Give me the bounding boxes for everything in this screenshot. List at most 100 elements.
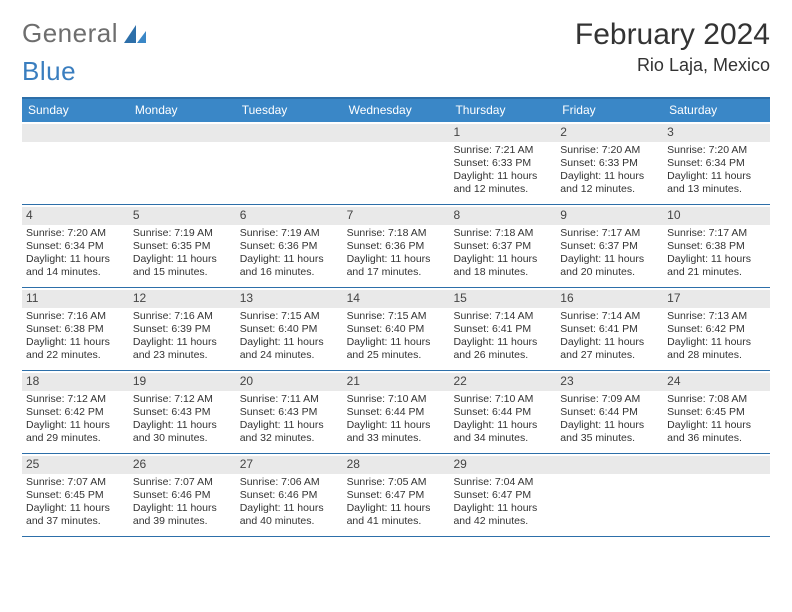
day-body: Sunrise: 7:08 AMSunset: 6:45 PMDaylight:… [667, 393, 766, 446]
day-number: 19 [129, 373, 236, 391]
daylight-text: Daylight: 11 hours and 28 minutes. [667, 336, 766, 362]
sunrise-text: Sunrise: 7:14 AM [560, 310, 659, 323]
day-number: 28 [343, 456, 450, 474]
day-cell: 5Sunrise: 7:19 AMSunset: 6:35 PMDaylight… [129, 205, 236, 287]
day-number [129, 124, 236, 142]
day-cell: 17Sunrise: 7:13 AMSunset: 6:42 PMDayligh… [663, 288, 770, 370]
daylight-text: Daylight: 11 hours and 40 minutes. [240, 502, 339, 528]
day-number: 11 [22, 290, 129, 308]
weeks-container: 1Sunrise: 7:21 AMSunset: 6:33 PMDaylight… [22, 122, 770, 537]
sunrise-text: Sunrise: 7:21 AM [453, 144, 552, 157]
sunset-text: Sunset: 6:34 PM [667, 157, 766, 170]
day-number: 10 [663, 207, 770, 225]
sunset-text: Sunset: 6:47 PM [453, 489, 552, 502]
sunset-text: Sunset: 6:44 PM [453, 406, 552, 419]
sunset-text: Sunset: 6:40 PM [347, 323, 446, 336]
day-cell [663, 454, 770, 536]
sunrise-text: Sunrise: 7:18 AM [347, 227, 446, 240]
sunrise-text: Sunrise: 7:14 AM [453, 310, 552, 323]
day-cell [129, 122, 236, 204]
day-body: Sunrise: 7:10 AMSunset: 6:44 PMDaylight:… [347, 393, 446, 446]
day-cell: 4Sunrise: 7:20 AMSunset: 6:34 PMDaylight… [22, 205, 129, 287]
week-row: 4Sunrise: 7:20 AMSunset: 6:34 PMDaylight… [22, 205, 770, 288]
sunset-text: Sunset: 6:45 PM [667, 406, 766, 419]
day-number: 7 [343, 207, 450, 225]
brand-word-1: General [22, 18, 118, 49]
location-label: Rio Laja, Mexico [575, 55, 770, 76]
sunset-text: Sunset: 6:36 PM [347, 240, 446, 253]
day-body: Sunrise: 7:07 AMSunset: 6:46 PMDaylight:… [133, 476, 232, 529]
dow-friday: Friday [556, 99, 663, 122]
sunrise-text: Sunrise: 7:13 AM [667, 310, 766, 323]
day-number [22, 124, 129, 142]
daylight-text: Daylight: 11 hours and 29 minutes. [26, 419, 125, 445]
daylight-text: Daylight: 11 hours and 18 minutes. [453, 253, 552, 279]
daylight-text: Daylight: 11 hours and 17 minutes. [347, 253, 446, 279]
sunrise-text: Sunrise: 7:19 AM [240, 227, 339, 240]
brand-sail-icon [122, 23, 148, 45]
day-body: Sunrise: 7:19 AMSunset: 6:36 PMDaylight:… [240, 227, 339, 280]
day-number [556, 456, 663, 474]
dow-thursday: Thursday [449, 99, 556, 122]
sunset-text: Sunset: 6:38 PM [26, 323, 125, 336]
day-number [236, 124, 343, 142]
sunset-text: Sunset: 6:40 PM [240, 323, 339, 336]
daylight-text: Daylight: 11 hours and 33 minutes. [347, 419, 446, 445]
sunrise-text: Sunrise: 7:20 AM [26, 227, 125, 240]
day-cell: 6 Sunrise: 7:19 AMSunset: 6:36 PMDaylight… [236, 205, 343, 287]
daylight-text: Daylight: 11 hours and 21 minutes. [667, 253, 766, 279]
daylight-text: Daylight: 11 hours and 14 minutes. [26, 253, 125, 279]
sunrise-text: Sunrise: 7:16 AM [133, 310, 232, 323]
daylight-text: Daylight: 11 hours and 27 minutes. [560, 336, 659, 362]
daylight-text: Daylight: 11 hours and 30 minutes. [133, 419, 232, 445]
daylight-text: Daylight: 11 hours and 26 minutes. [453, 336, 552, 362]
sunset-text: Sunset: 6:46 PM [240, 489, 339, 502]
day-number: 20 [236, 373, 343, 391]
day-cell: 25Sunrise: 7:07 AMSunset: 6:45 PMDayligh… [22, 454, 129, 536]
sunrise-text: Sunrise: 7:05 AM [347, 476, 446, 489]
day-body: Sunrise: 7:11 AMSunset: 6:43 PMDaylight:… [240, 393, 339, 446]
sunrise-text: Sunrise: 7:17 AM [667, 227, 766, 240]
daylight-text: Daylight: 11 hours and 32 minutes. [240, 419, 339, 445]
daylight-text: Daylight: 11 hours and 15 minutes. [133, 253, 232, 279]
day-body: Sunrise: 7:20 AMSunset: 6:34 PMDaylight:… [667, 144, 766, 197]
day-body: Sunrise: 7:17 AMSunset: 6:38 PMDaylight:… [667, 227, 766, 280]
day-number: 6 [236, 207, 343, 225]
sunset-text: Sunset: 6:36 PM [240, 240, 339, 253]
week-row: 1Sunrise: 7:21 AMSunset: 6:33 PMDaylight… [22, 122, 770, 205]
day-number: 21 [343, 373, 450, 391]
daylight-text: Daylight: 11 hours and 23 minutes. [133, 336, 232, 362]
sunset-text: Sunset: 6:45 PM [26, 489, 125, 502]
sunrise-text: Sunrise: 7:15 AM [240, 310, 339, 323]
dow-monday: Monday [129, 99, 236, 122]
sunrise-text: Sunrise: 7:19 AM [133, 227, 232, 240]
day-cell: 12Sunrise: 7:16 AMSunset: 6:39 PMDayligh… [129, 288, 236, 370]
sunrise-text: Sunrise: 7:08 AM [667, 393, 766, 406]
day-number: 25 [22, 456, 129, 474]
sunrise-text: Sunrise: 7:09 AM [560, 393, 659, 406]
sunrise-text: Sunrise: 7:20 AM [560, 144, 659, 157]
day-number: 29 [449, 456, 556, 474]
day-cell: 1Sunrise: 7:21 AMSunset: 6:33 PMDaylight… [449, 122, 556, 204]
sunrise-text: Sunrise: 7:15 AM [347, 310, 446, 323]
day-number: 23 [556, 373, 663, 391]
week-row: 25Sunrise: 7:07 AMSunset: 6:45 PMDayligh… [22, 454, 770, 537]
sunset-text: Sunset: 6:37 PM [560, 240, 659, 253]
sunrise-text: Sunrise: 7:04 AM [453, 476, 552, 489]
day-cell: 13Sunrise: 7:15 AMSunset: 6:40 PMDayligh… [236, 288, 343, 370]
day-body: Sunrise: 7:09 AMSunset: 6:44 PMDaylight:… [560, 393, 659, 446]
sunset-text: Sunset: 6:41 PM [560, 323, 659, 336]
sunset-text: Sunset: 6:43 PM [133, 406, 232, 419]
sunset-text: Sunset: 6:37 PM [453, 240, 552, 253]
daylight-text: Daylight: 11 hours and 24 minutes. [240, 336, 339, 362]
sunrise-text: Sunrise: 7:12 AM [26, 393, 125, 406]
day-body: Sunrise: 7:06 AMSunset: 6:46 PMDaylight:… [240, 476, 339, 529]
day-body: Sunrise: 7:15 AMSunset: 6:40 PMDaylight:… [347, 310, 446, 363]
week-row: 18Sunrise: 7:12 AMSunset: 6:42 PMDayligh… [22, 371, 770, 454]
sunset-text: Sunset: 6:34 PM [26, 240, 125, 253]
day-cell: 7 Sunrise: 7:18 AMSunset: 6:36 PMDaylight… [343, 205, 450, 287]
day-cell: 24Sunrise: 7:08 AMSunset: 6:45 PMDayligh… [663, 371, 770, 453]
sunrise-text: Sunrise: 7:12 AM [133, 393, 232, 406]
dow-wednesday: Wednesday [343, 99, 450, 122]
day-body: Sunrise: 7:12 AMSunset: 6:43 PMDaylight:… [133, 393, 232, 446]
